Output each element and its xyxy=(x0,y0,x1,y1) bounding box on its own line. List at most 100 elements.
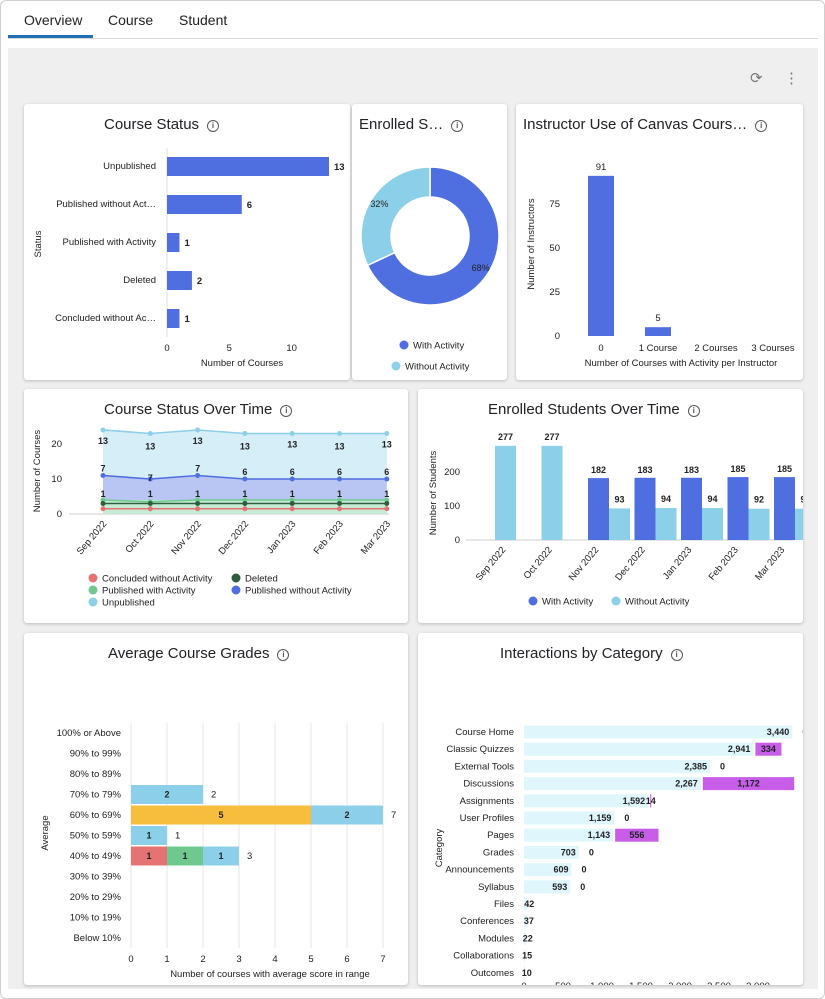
avg-grades-card: Average Course Grades i 0 1 2 3 4 5 6 7 100% or A… xyxy=(24,633,408,985)
published-with-value: 1 xyxy=(148,489,153,499)
without-activity-value: 92 xyxy=(800,495,803,505)
value-label: 5 xyxy=(655,313,660,324)
deleted-line-point xyxy=(384,501,390,506)
unpublished-value: 13 xyxy=(193,436,203,446)
with-activity-value: 183 xyxy=(637,465,652,475)
pageviews-bar xyxy=(524,777,701,791)
deleted-line-point xyxy=(100,501,106,506)
y-axis-label: Number of Courses xyxy=(32,430,43,513)
without-activity-value: 277 xyxy=(498,432,513,442)
y-axis-label: Number of Instructors xyxy=(526,198,537,290)
deleted-line-point xyxy=(337,501,342,506)
card-title: Enrolled S… i xyxy=(359,116,464,133)
published-with-line-point xyxy=(195,497,201,503)
legend-with-activity: With Activity xyxy=(413,341,464,352)
segment-label: 1 xyxy=(146,831,151,841)
total-label: 7 xyxy=(391,810,396,821)
concluded-line-point xyxy=(242,506,248,512)
legend-deleted-swatch xyxy=(231,573,241,583)
without-activity-value: 92 xyxy=(754,495,764,505)
total-label: 3 xyxy=(247,851,252,862)
published-with-line-point xyxy=(337,497,342,503)
category-label: Grades xyxy=(483,847,514,858)
info-icon[interactable]: i xyxy=(280,405,293,417)
participations-bar xyxy=(755,742,782,756)
published-with-value: 1 xyxy=(242,489,247,499)
published-with-value: 1 xyxy=(195,489,200,499)
y-tick-label: 75 xyxy=(549,199,560,210)
published-with-line-point xyxy=(100,497,106,503)
x-tick-label: 0 xyxy=(128,954,133,965)
info-icon[interactable]: i xyxy=(207,120,220,132)
published-without-line-point xyxy=(195,473,201,478)
published-without-line-point xyxy=(100,473,106,478)
x-tick-label: 0 xyxy=(164,343,169,354)
y-tick-label: 0 xyxy=(57,509,62,520)
with-activity-bar xyxy=(681,477,702,540)
info-icon[interactable]: i xyxy=(277,649,290,661)
x-tick-label: Sep 2022 xyxy=(474,545,509,583)
pageviews-value: 2,385 xyxy=(684,761,707,771)
category-label: External Tools xyxy=(455,761,515,772)
legend-with-activity: With Activity xyxy=(542,597,593,608)
category-label: Classic Quizzes xyxy=(446,744,514,755)
tab-overview[interactable]: Overview xyxy=(24,12,83,28)
x-tick-label: 0 xyxy=(598,343,603,354)
refresh-icon[interactable]: ⟳ xyxy=(750,70,763,87)
info-icon[interactable]: i xyxy=(755,120,768,132)
y-axis-label: Status xyxy=(33,230,44,257)
enrolled-students-card: Enrolled S… i 68% 32% With Activity Without … xyxy=(352,104,507,380)
legend-without-activity-swatch xyxy=(391,361,401,371)
value-label: 6 xyxy=(247,200,252,211)
y-tick-label: 0 xyxy=(555,331,560,342)
y-tick-label: 0 xyxy=(455,535,460,546)
published-without-value: 6 xyxy=(384,467,389,477)
card-title: Course Status i xyxy=(104,116,220,133)
with-activity-bar xyxy=(634,477,656,540)
x-tick-label: Sep 2022 xyxy=(75,519,110,557)
category-label: 80% to 89% xyxy=(70,769,122,780)
x-tick-label: 6 xyxy=(344,954,349,965)
category-label: 90% to 99% xyxy=(70,749,122,760)
x-tick-label: Oct 2022 xyxy=(123,519,156,556)
course-status-card: Course Status i Unpublished 13 Published wi… xyxy=(24,104,350,380)
grades-chart: 0 1 2 3 4 5 6 7 100% or Above 90% to 99% 80% to 89… xyxy=(40,723,396,980)
pageviews-bar xyxy=(524,794,649,808)
pageviews-value: 1,143 xyxy=(588,830,611,840)
dashboard-canvas: ⟳ ⋮ Course Status i Unpublished 13 Publishe… xyxy=(8,48,818,989)
unpublished-line-point xyxy=(384,431,390,436)
card-title: Enrolled Students Over Time i xyxy=(488,401,700,418)
info-icon[interactable]: i xyxy=(687,405,700,417)
y-tick-label: 25 xyxy=(549,287,560,298)
enrolled-time-title: Enrolled Students Over Time xyxy=(488,401,680,418)
enrolled-time-card: Enrolled Students Over Time i 0 100 200 277 S… xyxy=(418,389,803,623)
concluded-line-point xyxy=(337,506,342,512)
info-icon[interactable]: i xyxy=(670,649,683,661)
tab-student[interactable]: Student xyxy=(179,12,228,28)
pageviews-value: 22 xyxy=(523,933,533,943)
info-icon[interactable]: i xyxy=(451,120,464,132)
deleted-line-point xyxy=(289,501,295,506)
unpublished-line-point xyxy=(242,431,248,436)
pageviews-value: 10 xyxy=(522,968,532,978)
more-vert-icon[interactable]: ⋮ xyxy=(784,70,799,87)
unpublished-value: 13 xyxy=(98,436,108,446)
enrolled-title: Enrolled S… xyxy=(359,116,444,133)
category-label: 50% to 59% xyxy=(70,831,122,842)
x-tick-label: 7 xyxy=(380,954,385,965)
participations-value: 0 xyxy=(802,727,803,737)
category-label: Deleted xyxy=(123,275,156,286)
segment-label: 5 xyxy=(218,810,223,820)
x-tick-label: 1,000 xyxy=(590,981,614,985)
published-with-line-point xyxy=(242,497,248,503)
donut-slice xyxy=(360,166,431,267)
enrolled-donut-chart: 68% 32% With Activity Without Activity xyxy=(360,166,500,373)
published-without-value: 6 xyxy=(337,467,342,477)
without-activity-bar xyxy=(495,445,516,540)
unpublished-value: 13 xyxy=(334,442,344,452)
published-with-value: 1 xyxy=(384,489,389,499)
x-axis-label: Number of Courses xyxy=(201,358,284,369)
tab-course[interactable]: Course xyxy=(108,12,154,28)
pageviews-bar xyxy=(524,742,754,756)
with-activity-value: 185 xyxy=(730,464,745,474)
